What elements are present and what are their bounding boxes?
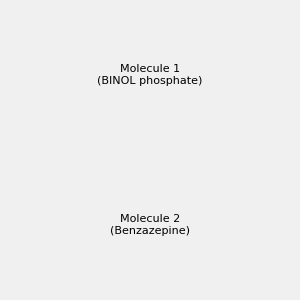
Text: Molecule 1
(BINOL phosphate): Molecule 1 (BINOL phosphate) (97, 64, 203, 86)
Text: Molecule 2
(Benzazepine): Molecule 2 (Benzazepine) (110, 214, 190, 236)
